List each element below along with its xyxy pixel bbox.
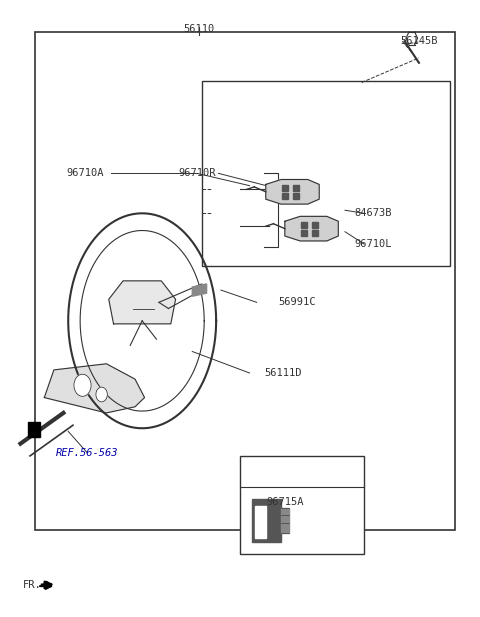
Text: 56110: 56110: [184, 24, 215, 34]
Text: FR.: FR.: [23, 580, 42, 590]
Bar: [202, 81, 450, 265]
Text: 96715A: 96715A: [266, 497, 304, 507]
Polygon shape: [109, 281, 176, 324]
Bar: [35, 32, 455, 529]
Polygon shape: [44, 364, 144, 413]
Text: 96710A: 96710A: [66, 168, 104, 178]
Circle shape: [96, 387, 108, 402]
Polygon shape: [266, 180, 319, 204]
Text: REF.56-563: REF.56-563: [56, 448, 119, 458]
Polygon shape: [285, 217, 338, 241]
Bar: [252, 499, 281, 542]
Bar: [293, 193, 300, 199]
Bar: [312, 230, 318, 236]
Polygon shape: [192, 284, 206, 296]
Bar: [301, 222, 307, 228]
Text: 96710L: 96710L: [355, 239, 392, 249]
Bar: [282, 193, 288, 199]
Bar: [240, 456, 364, 554]
Text: 56991C: 56991C: [278, 297, 316, 307]
Bar: [281, 508, 289, 532]
Bar: [282, 185, 288, 191]
Text: 56111D: 56111D: [264, 368, 302, 378]
Bar: [293, 185, 300, 191]
Bar: [28, 422, 39, 437]
Text: 96710R: 96710R: [178, 168, 216, 178]
Bar: [312, 222, 318, 228]
Bar: [255, 506, 266, 537]
Bar: [301, 230, 307, 236]
Text: 56145B: 56145B: [400, 36, 438, 46]
Circle shape: [74, 375, 91, 396]
Text: 84673B: 84673B: [355, 209, 392, 218]
